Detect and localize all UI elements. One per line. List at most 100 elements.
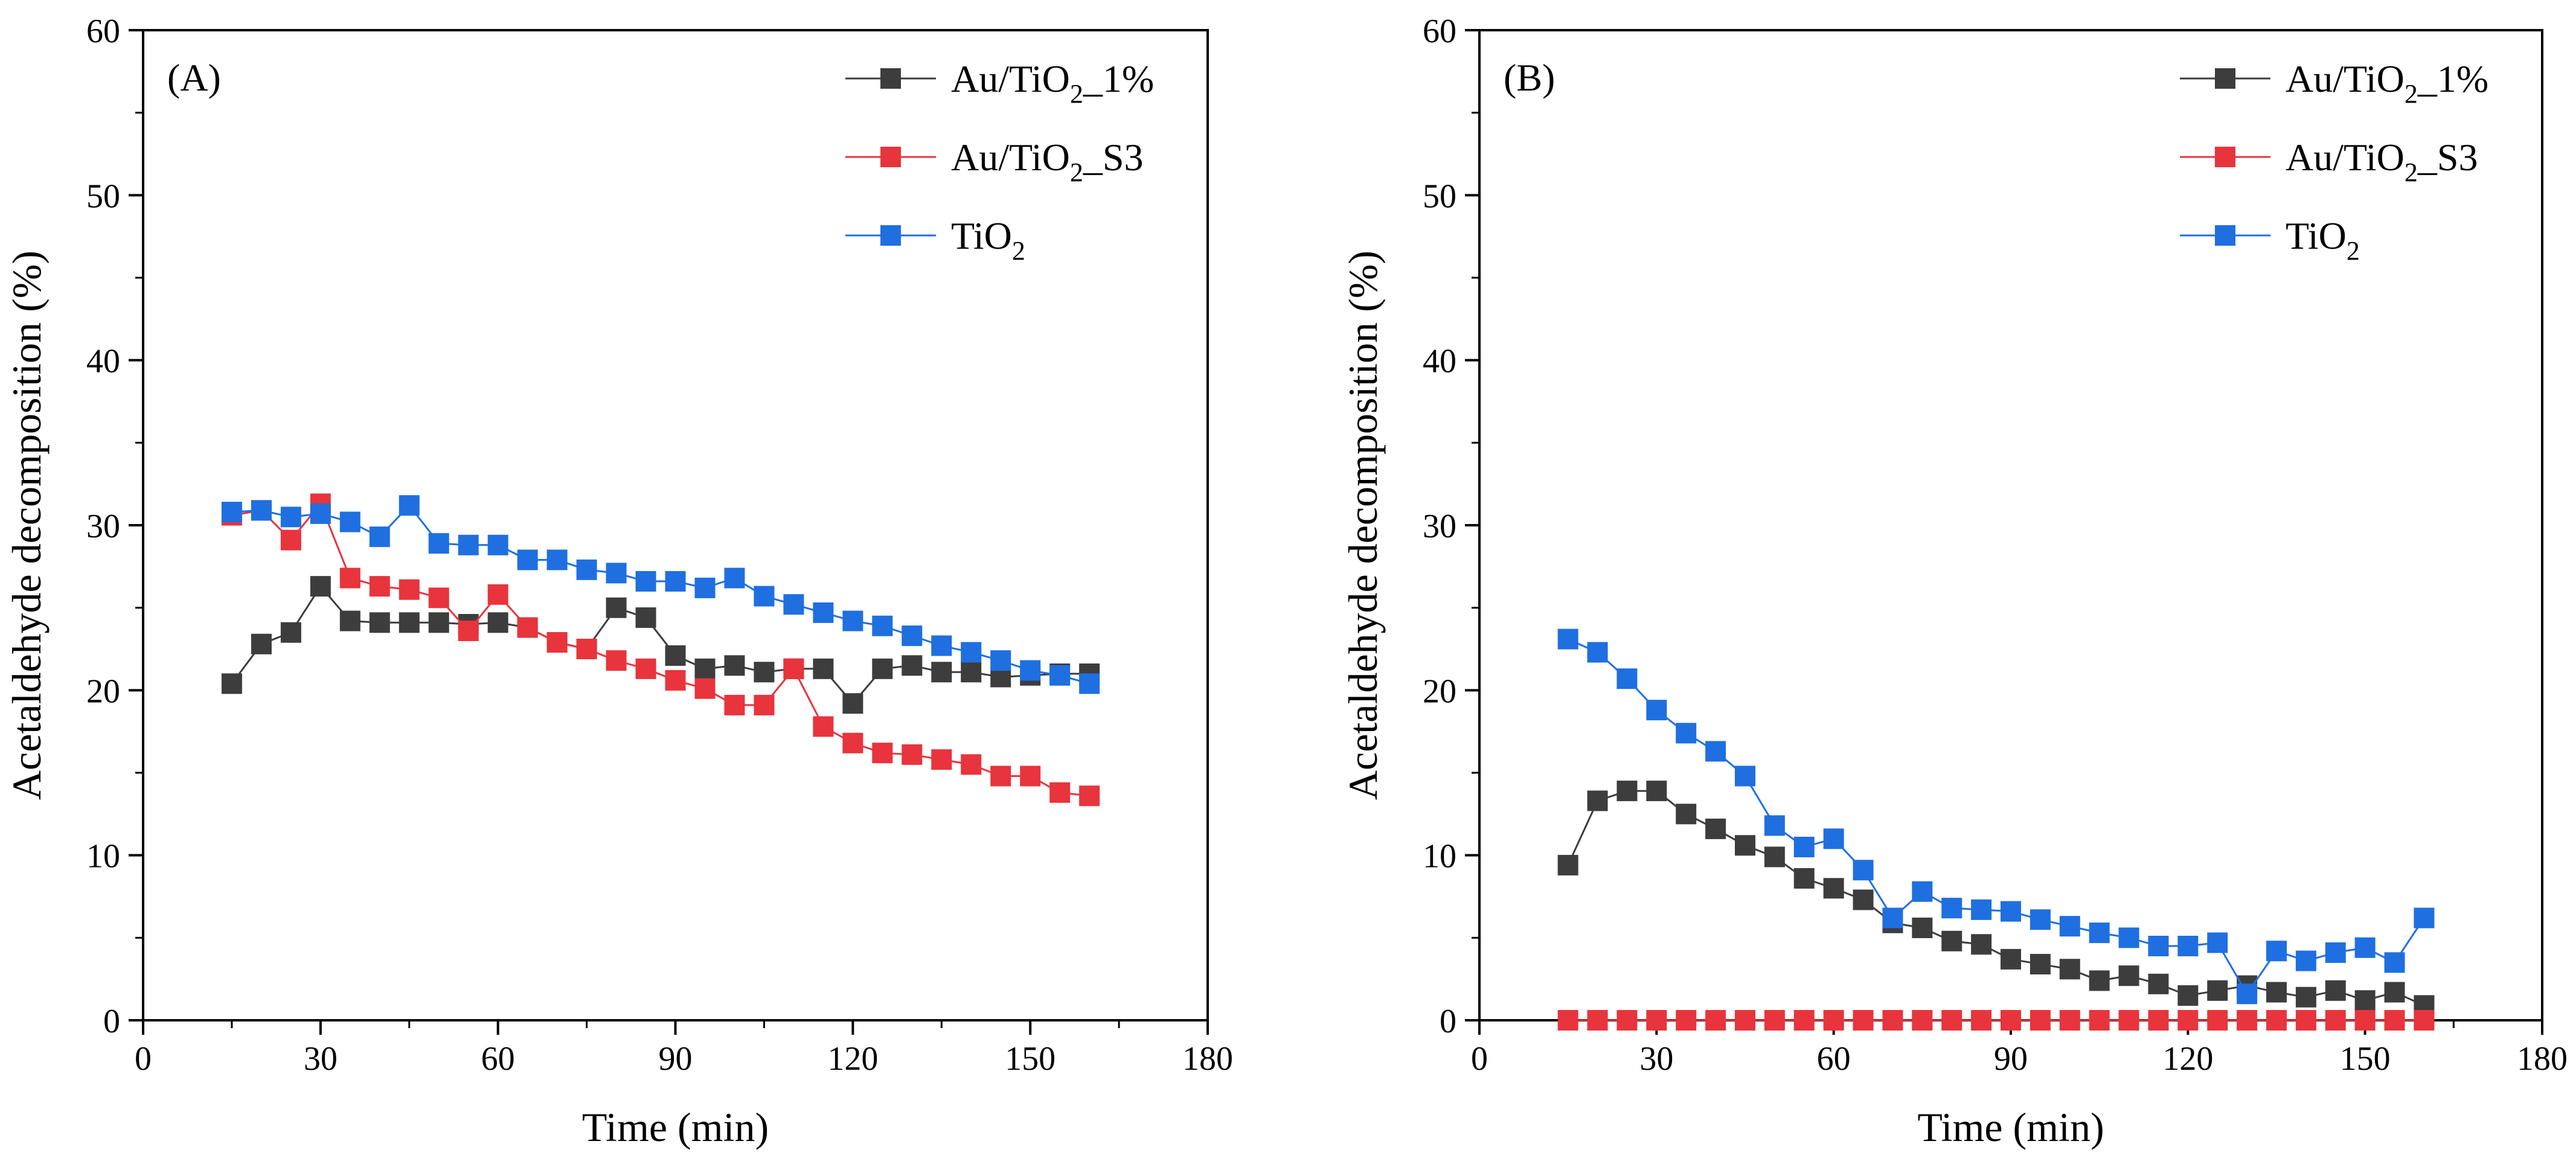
panel-a-data-point <box>369 526 390 548</box>
panel-a-x-tick-label: 0 <box>135 1040 152 1078</box>
panel-b-data-point <box>2295 950 2316 971</box>
panel-b-series-0 <box>1557 781 2435 1016</box>
panel-a-legend-marker <box>880 147 901 167</box>
panel-b-x-tick-label: 120 <box>2162 1040 2213 1078</box>
panel-b-x-axis-label: Time (min) <box>1917 1104 2104 1150</box>
panel-a-data-point <box>339 567 360 589</box>
panel-a-data-point <box>251 633 272 654</box>
panel-b-data-point <box>1853 1010 1874 1031</box>
panel-a-data-point <box>694 658 716 679</box>
panel-b-data-point <box>1557 855 1578 876</box>
panel-b-data-point <box>2266 982 2287 1003</box>
panel-b-data-point <box>1823 1010 1844 1031</box>
panel-a-data-point <box>902 655 923 676</box>
panel-b-data-point <box>2325 980 2346 1001</box>
panel-b-data-point <box>2325 942 2346 963</box>
panel-b-data-point <box>2148 1010 2169 1031</box>
panel-b-data-point <box>2207 980 2228 1001</box>
panel-b-data-point <box>2148 973 2169 994</box>
panel-a-data-point <box>665 670 686 691</box>
panel-b-data-point <box>2118 1010 2139 1031</box>
panel-b-data-point <box>2354 1010 2376 1031</box>
panel-b-legend-label: TiO2 <box>2286 214 2360 266</box>
panel-a-data-point <box>546 549 568 571</box>
panel-a-data-point <box>487 584 508 605</box>
panel-b-data-point <box>2177 985 2199 1006</box>
panel-b-y-tick-label: 20 <box>1423 673 1456 710</box>
panel-a-data-point <box>694 577 716 598</box>
panel-a-data-point <box>280 507 301 528</box>
panel-a-series-line <box>231 503 1090 685</box>
panel-b-data-point <box>1735 1010 1755 1031</box>
panel-a-data-point <box>783 658 804 679</box>
panel-b-series-line <box>1568 638 2425 996</box>
panel-a-legend-marker <box>880 225 901 246</box>
panel-b-data-point <box>1764 1010 1785 1031</box>
panel-a-data-point <box>428 612 449 633</box>
panel-b-data-point <box>1646 700 1667 721</box>
panel-a-data-point <box>369 612 390 633</box>
panel-a-data-point <box>724 567 745 589</box>
panel-b-y-tick-label: 40 <box>1423 343 1456 380</box>
panel-a-data-point <box>872 743 893 764</box>
panel-b-y-tick-label: 60 <box>1423 13 1456 50</box>
panel-b-data-point <box>1735 766 1755 787</box>
panel-a-data-point <box>221 673 242 694</box>
panel-a-data-point <box>665 571 686 592</box>
panel-a-y-tick-label: 10 <box>86 838 120 875</box>
panel-a-data-point <box>399 612 420 633</box>
panel-b-data-point <box>2001 901 2021 922</box>
panel-a-data-point <box>813 602 834 623</box>
panel-a-data-point <box>310 576 331 597</box>
panel-b-data-point <box>2384 952 2405 973</box>
panel-b-data-point <box>1676 723 1697 744</box>
panel-a-data-point <box>902 744 923 765</box>
panel-a-data-point <box>458 620 479 641</box>
panel-b-data-point <box>1793 868 1815 889</box>
panel-a-y-tick-label: 20 <box>86 673 120 710</box>
panel-a-data-point <box>280 529 301 551</box>
panel-a-data-point <box>754 694 775 715</box>
panel-b-data-point <box>1971 1010 1992 1031</box>
panel-a-data-point <box>665 645 686 666</box>
panel-a-legend-label: Au/TiO2_S3 <box>951 136 1143 187</box>
panel-a-data-point <box>754 662 775 683</box>
panel-a-data-point <box>251 500 272 521</box>
panel-a-legend-item: Au/TiO2_S3 <box>845 136 1143 187</box>
panel-b-data-point <box>1912 881 1933 902</box>
panel-b-data-point <box>1941 898 1962 919</box>
panel-a-data-point <box>754 586 775 607</box>
panel-b-y-axis-label: Acetaldehyde decomposition (%) <box>1340 251 1386 800</box>
panel-a-data-point <box>931 635 952 656</box>
panel-a-y-tick-label: 30 <box>86 508 120 545</box>
panel-b-data-point <box>2059 1010 2080 1031</box>
panel-b-data-point <box>2295 1010 2316 1031</box>
panel-a-data-point <box>1079 785 1100 807</box>
panel-b-data-point <box>2118 927 2139 948</box>
panel-a-data-point <box>1020 660 1041 681</box>
panel-b-data-point <box>1616 668 1638 689</box>
panel-b-legend-marker <box>2215 225 2235 246</box>
panel-b-data-point <box>2354 990 2376 1011</box>
panel-a-data-point <box>576 639 597 659</box>
panel-b-data-point <box>1764 815 1785 836</box>
panel-a-data-point <box>961 662 982 683</box>
panel-a-data-point <box>961 642 982 663</box>
panel-a-data-point <box>428 587 449 609</box>
panel-a-data-point <box>606 597 627 618</box>
panel-b-data-point <box>1793 1010 1815 1031</box>
panel-b-data-point <box>2237 1010 2258 1031</box>
panel-a-x-tick-label: 120 <box>827 1040 878 1078</box>
panel-b-plot-frame <box>1478 29 2543 1021</box>
panel-b-data-point <box>2384 1010 2405 1031</box>
panel-b-data-point <box>1616 1010 1638 1031</box>
panel-a-data-point <box>961 754 982 775</box>
panel-b-data-point <box>2325 1010 2346 1031</box>
panel-a-data-point <box>399 579 420 600</box>
panel-a-legend-label: TiO2 <box>951 214 1025 266</box>
panel-b-data-point <box>2030 954 2051 975</box>
panel-b-data-point <box>1616 781 1638 802</box>
panel-a-data-point <box>339 610 360 631</box>
panel-b-data-point <box>1823 828 1844 849</box>
panel-a-y-tick-label: 40 <box>86 343 120 380</box>
